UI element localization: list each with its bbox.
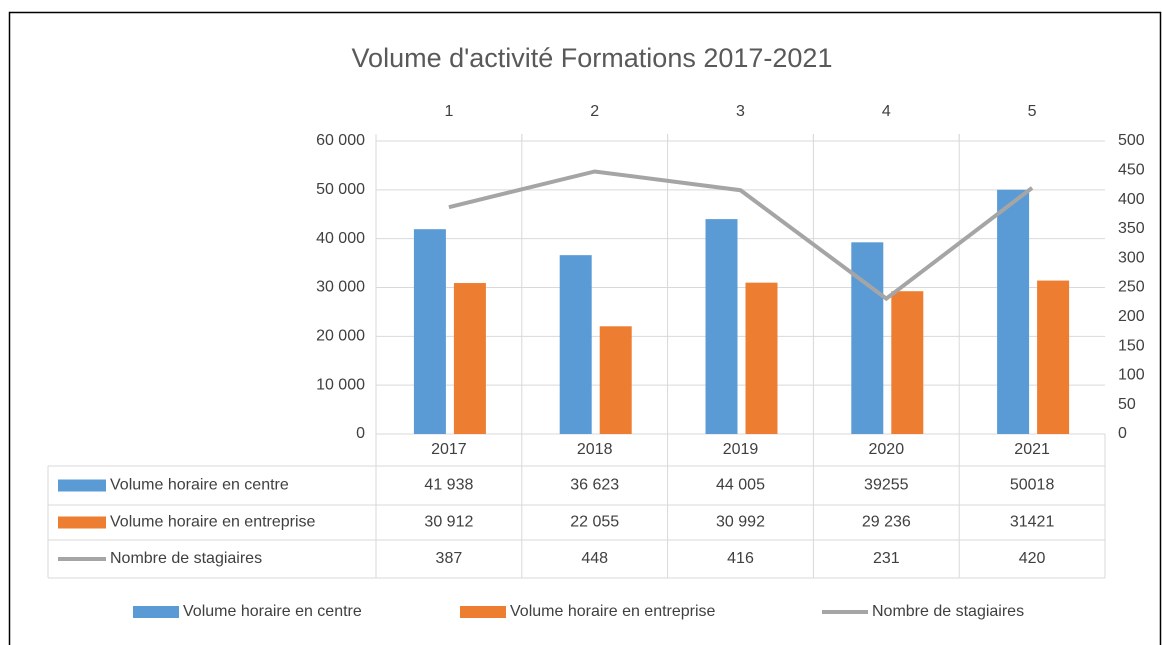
table-cell: 448 [581,550,608,567]
table-cell: 29 236 [862,514,911,531]
y-tick-label: 0 [356,425,365,442]
bar [559,255,592,434]
legend-label: Nombre de stagiaires [872,603,1024,620]
y2-tick-label: 300 [1118,249,1145,266]
bar [705,219,738,434]
table-cell: 30 992 [716,514,765,531]
table-cell: 22 055 [570,514,619,531]
legend-label: Volume horaire en entreprise [510,603,716,620]
legend-key [133,606,179,618]
bar [453,283,486,434]
y2-tick-label: 350 [1118,220,1145,237]
bar [997,189,1030,434]
y2-tick-label: 200 [1118,308,1145,325]
table-cell: 31421 [1010,514,1055,531]
table-cell: 50018 [1010,477,1055,494]
x2-tick-label: 3 [736,103,745,120]
bar [413,229,446,434]
table-key [58,516,106,529]
x2-tick-label: 4 [882,103,891,120]
x-tick-label: 2017 [431,441,467,458]
y-tick-label: 40 000 [316,230,365,247]
table-cell: 231 [873,550,900,567]
y-tick-label: 60 000 [316,132,365,149]
y2-tick-label: 50 [1118,396,1136,413]
table-cell: 36 623 [570,477,619,494]
legend-label: Volume horaire en centre [183,603,362,620]
table-row-label: Volume horaire en entreprise [110,514,316,531]
bar [599,326,632,434]
x-tick-label: 2021 [1014,441,1050,458]
table-cell: 416 [727,550,754,567]
y2-tick-label: 150 [1118,337,1145,354]
chart-title: Volume d'activité Formations 2017-2021 [352,43,833,73]
bar [891,291,924,434]
line [448,169,1034,302]
table-row-label: Volume horaire en centre [110,477,289,494]
y2-tick-label: 400 [1118,191,1145,208]
x2-tick-label: 5 [1028,103,1037,120]
x2-tick-label: 1 [444,103,453,120]
table-row-label: Nombre de stagiaires [110,550,262,567]
y2-tick-label: 250 [1118,279,1145,296]
table-cell: 41 938 [424,477,473,494]
legend-key [460,606,506,618]
table-cell: 39255 [864,477,909,494]
table-cell: 30 912 [424,514,473,531]
y2-tick-label: 500 [1118,132,1145,149]
table-cell: 387 [436,550,463,567]
x-tick-label: 2019 [723,441,759,458]
table-cell: 420 [1019,550,1046,567]
bar [745,282,778,434]
y-tick-label: 50 000 [316,181,365,198]
x-tick-label: 2018 [577,441,613,458]
table-key [58,479,106,492]
y2-tick-label: 0 [1118,425,1127,442]
x2-tick-label: 2 [590,103,599,120]
bar [1037,280,1070,434]
y2-tick-label: 100 [1118,367,1145,384]
y-tick-label: 20 000 [316,328,365,345]
x-tick-label: 2020 [869,441,905,458]
y-tick-label: 10 000 [316,376,365,393]
y2-tick-label: 450 [1118,162,1145,179]
y-tick-label: 30 000 [316,279,365,296]
table-cell: 44 005 [716,477,765,494]
bar [851,242,884,434]
